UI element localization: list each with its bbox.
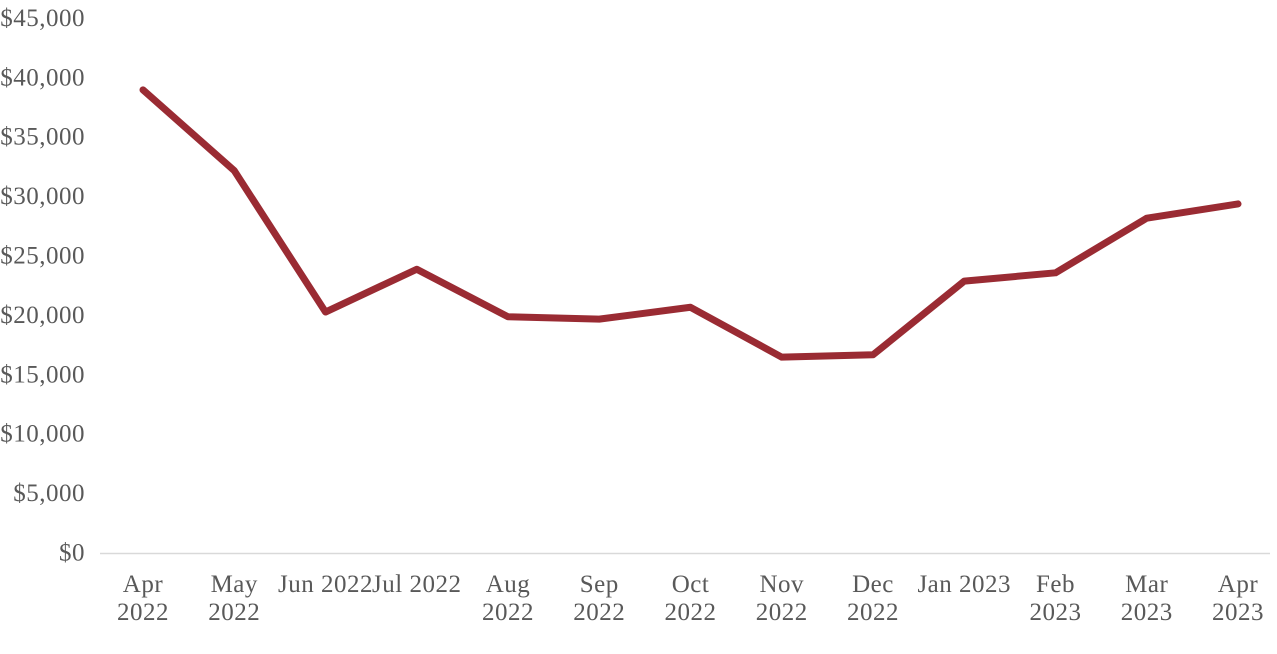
x-tick-label: Aug 2022 [482,571,534,626]
x-tick-label: Nov 2022 [756,571,808,626]
y-tick-label: $25,000 [0,243,85,270]
x-tick-label: Jun 2022 [278,571,373,598]
y-tick-label: $40,000 [0,64,85,91]
y-tick-label: $0 [59,540,85,567]
y-tick-label: $10,000 [0,421,85,448]
y-tick-label: $5,000 [13,480,85,507]
x-tick-label: May 2022 [208,571,260,626]
y-tick-label: $30,000 [0,183,85,210]
y-axis-labels: $0 $5,000 $10,000 $15,000 $20,000 $25,000 $30,… [0,5,85,567]
x-tick-label: Jul 2022 [372,571,461,598]
x-tick-label: Apr 2022 [117,571,169,626]
x-tick-label: Apr 2023 [1212,571,1264,626]
x-tick-label: Mar 2023 [1121,571,1173,626]
x-axis-labels: Apr 2022 May 2022 Jun 2022 Jul 2022 Aug 2022 Sep… [117,571,1264,626]
y-tick-label: $20,000 [0,302,85,329]
y-tick-label: $35,000 [0,124,85,151]
x-tick-label: Oct 2022 [665,571,717,626]
y-tick-label: $45,000 [0,5,85,32]
y-tick-label: $15,000 [0,361,85,388]
x-tick-label: Dec 2022 [847,571,899,626]
x-tick-label: Feb 2023 [1030,571,1082,626]
x-tick-label: Sep 2022 [573,571,625,626]
series-line [139,86,1242,361]
x-tick-label: Jan 2023 [917,571,1011,598]
